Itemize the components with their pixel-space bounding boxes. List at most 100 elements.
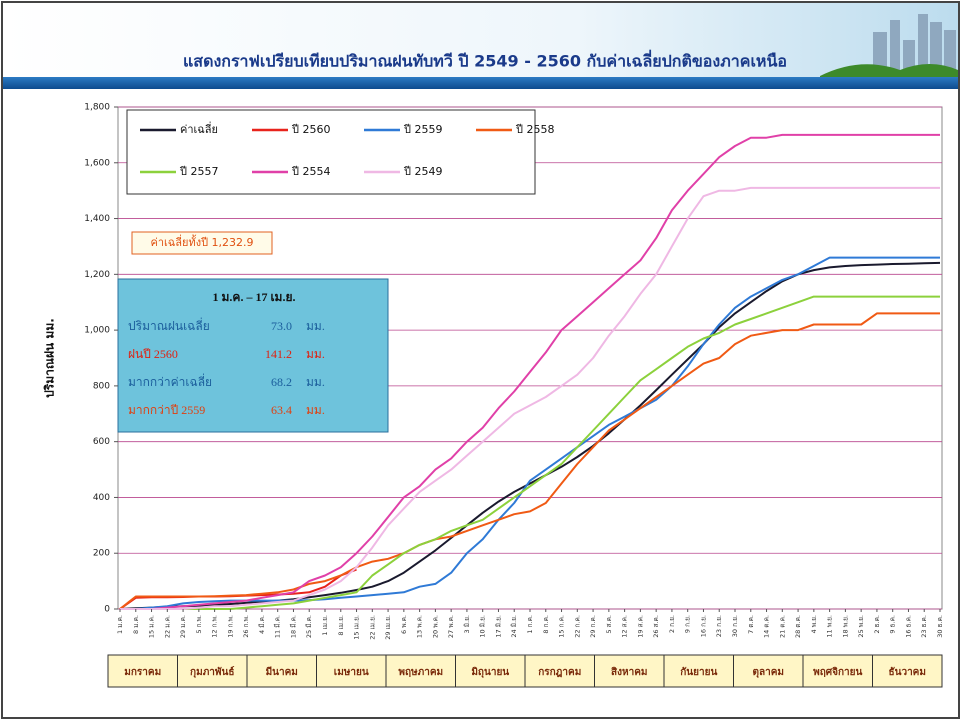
x-tick-label: 29 ม.ค. bbox=[179, 615, 187, 638]
month-label: พฤษภาคม bbox=[398, 667, 443, 678]
info-value: 141.2 bbox=[265, 347, 292, 361]
legend-label: ปี 2554 bbox=[291, 165, 331, 178]
x-tick-label: 5 ก.พ. bbox=[195, 615, 203, 634]
y-axis-label: ปริมาณฝน มม. bbox=[43, 318, 57, 398]
x-tick-label: 28 ต.ค. bbox=[794, 615, 802, 638]
x-tick-label: 18 พ.ย. bbox=[841, 615, 849, 638]
x-tick-label: 23 ก.ย. bbox=[715, 615, 723, 637]
x-tick-label: 13 พ.ค. bbox=[416, 615, 424, 638]
info-value: 73.0 bbox=[271, 319, 292, 333]
x-tick-label: 22 ก.ค. bbox=[573, 615, 581, 638]
y-tick-label: 1,800 bbox=[84, 103, 110, 113]
x-tick-label: 29 ก.ค. bbox=[589, 615, 597, 638]
legend-label: ปี 2560 bbox=[291, 123, 331, 136]
x-tick-label: 14 ต.ค. bbox=[763, 615, 771, 638]
x-tick-label: 19 ก.พ. bbox=[226, 615, 234, 638]
info-label: มากกว่าปี 2559 bbox=[128, 403, 205, 417]
x-tick-label: 4 พ.ย. bbox=[810, 615, 818, 633]
x-tick-label: 10 มิ.ย. bbox=[479, 615, 487, 638]
x-tick-label: 17 มิ.ย. bbox=[494, 615, 502, 638]
legend-label: ปี 2558 bbox=[515, 123, 555, 136]
header-band bbox=[3, 77, 958, 89]
month-label: พฤศจิกายน bbox=[813, 666, 862, 678]
info-unit: มม. bbox=[306, 375, 325, 389]
x-tick-label: 2 ธ.ค. bbox=[873, 615, 881, 634]
chart-title: แสดงกราฟเปรียบเทียบปริมาณฝนทับทวี ปี 254… bbox=[183, 50, 787, 71]
x-tick-label: 1 ก.ค. bbox=[526, 615, 534, 634]
x-tick-label: 4 มี.ค. bbox=[258, 615, 266, 634]
x-tick-label: 1 เม.ย. bbox=[321, 615, 329, 636]
x-tick-label: 21 ต.ค. bbox=[778, 615, 786, 638]
x-tick-label: 26 ส.ค. bbox=[652, 615, 660, 638]
x-tick-label: 22 ม.ค. bbox=[163, 615, 171, 638]
info-value: 68.2 bbox=[271, 375, 292, 389]
month-label: ตุลาคม bbox=[752, 667, 784, 678]
info-unit: มม. bbox=[306, 319, 325, 333]
x-tick-label: 3 มิ.ย. bbox=[463, 615, 471, 633]
month-label: กรกฎาคม bbox=[538, 667, 581, 678]
x-tick-label: 15 เม.ย. bbox=[353, 615, 361, 640]
x-tick-label: 27 พ.ค. bbox=[447, 615, 455, 638]
legend-label: ปี 2559 bbox=[403, 123, 443, 136]
x-tick-label: 20 พ.ค. bbox=[431, 615, 439, 638]
page: แสดงกราฟเปรียบเทียบปริมาณฝนทับทวี ปี 254… bbox=[0, 0, 962, 721]
x-tick-label: 15 ม.ค. bbox=[148, 615, 156, 638]
x-tick-label: 9 ธ.ค. bbox=[889, 615, 897, 634]
y-tick-label: 600 bbox=[93, 437, 110, 447]
y-tick-label: 1,200 bbox=[84, 270, 110, 280]
x-tick-label: 9 ก.ย. bbox=[684, 615, 692, 633]
x-tick-label: 5 ส.ค. bbox=[605, 615, 613, 634]
x-tick-label: 2 ก.ย. bbox=[668, 615, 676, 633]
legend-label: ปี 2549 bbox=[403, 165, 443, 178]
y-tick-label: 1,600 bbox=[84, 158, 110, 168]
x-tick-label: 8 ก.ค. bbox=[542, 615, 550, 634]
x-tick-label: 25 พ.ย. bbox=[857, 615, 865, 638]
x-tick-label: 19 ส.ค. bbox=[636, 615, 644, 638]
y-tick-label: 200 bbox=[93, 549, 110, 559]
x-tick-label: 24 มิ.ย. bbox=[510, 615, 518, 638]
month-label: สิงหาคม bbox=[611, 666, 647, 678]
info-label: ฝนปี 2560 bbox=[128, 347, 178, 361]
x-tick-label: 29 เม.ย. bbox=[384, 615, 392, 640]
month-label: มกราคม bbox=[124, 667, 161, 678]
x-tick-label: 8 เม.ย. bbox=[337, 615, 345, 636]
legend-label: ปี 2557 bbox=[179, 165, 219, 178]
y-tick-label: 0 bbox=[104, 605, 110, 615]
x-tick-label: 11 พ.ย. bbox=[826, 615, 834, 638]
x-tick-label: 11 มี.ค. bbox=[274, 615, 282, 638]
annotation: ค่าเฉลี่ยทั้งปี 1,232.9 bbox=[150, 234, 253, 249]
info-label: มากกว่าค่าเฉลี่ย bbox=[128, 373, 212, 389]
x-tick-label: 18 มี.ค. bbox=[289, 615, 297, 638]
x-tick-label: 30 ธ.ค. bbox=[936, 615, 944, 638]
x-tick-label: 22 เม.ย. bbox=[368, 615, 376, 640]
x-tick-label: 12 ส.ค. bbox=[621, 615, 629, 638]
x-tick-label: 6 พ.ค. bbox=[400, 615, 408, 634]
x-tick-label: 12 ก.พ. bbox=[211, 615, 219, 638]
month-label: มีนาคม bbox=[266, 666, 298, 678]
month-label: มิถุนายน bbox=[471, 666, 509, 678]
info-unit: มม. bbox=[306, 403, 325, 417]
x-tick-label: 30 ก.ย. bbox=[731, 615, 739, 637]
month-label: กันยายน bbox=[680, 666, 717, 678]
info-value: 63.4 bbox=[271, 403, 292, 417]
y-tick-label: 800 bbox=[93, 381, 110, 391]
x-tick-label: 26 ก.พ. bbox=[242, 615, 250, 638]
y-tick-label: 1,400 bbox=[84, 214, 110, 224]
x-tick-label: 25 มี.ค. bbox=[305, 615, 313, 638]
x-tick-label: 1 ม.ค. bbox=[116, 615, 124, 634]
month-label: ธันวาคม bbox=[889, 666, 926, 678]
x-tick-label: 7 ต.ค. bbox=[747, 615, 755, 634]
x-tick-label: 15 ก.ค. bbox=[558, 615, 566, 638]
month-label: เมษายน bbox=[334, 667, 369, 678]
info-label: ปริมาณฝนเฉลี่ย bbox=[128, 317, 210, 333]
info-title: 1 ม.ค. – 17 เม.ย. bbox=[213, 290, 296, 304]
x-tick-label: 8 ม.ค. bbox=[132, 615, 140, 634]
y-tick-label: 1,000 bbox=[84, 326, 110, 336]
legend-label: ค่าเฉลี่ย bbox=[180, 121, 218, 136]
x-tick-label: 23 ธ.ค. bbox=[920, 615, 928, 638]
x-tick-label: 16 ก.ย. bbox=[699, 615, 707, 637]
x-tick-label: 16 ธ.ค. bbox=[904, 615, 912, 638]
y-tick-label: 400 bbox=[93, 493, 110, 503]
info-unit: มม. bbox=[306, 347, 325, 361]
month-label: กุมภาพันธ์ bbox=[190, 666, 234, 678]
